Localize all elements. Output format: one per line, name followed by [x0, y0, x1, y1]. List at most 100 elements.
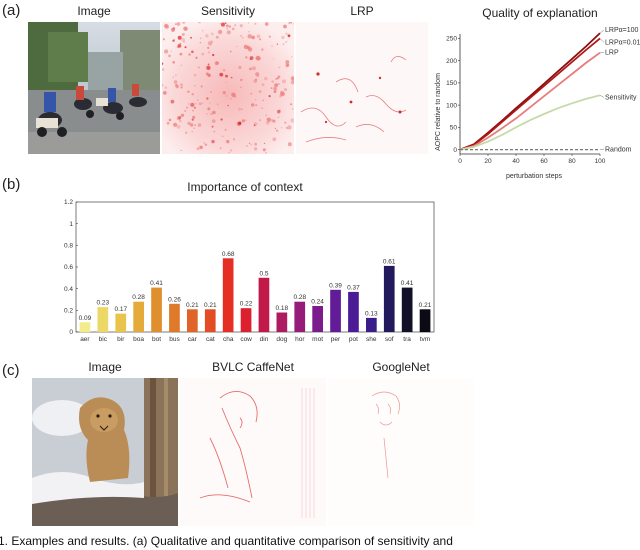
figure-caption: 1. Examples and results. (a) Qualitative… [0, 534, 453, 548]
sensitivity-speck [273, 90, 277, 94]
bar-dog [276, 312, 288, 332]
sensitivity-speck [276, 43, 278, 45]
sensitivity-speck [276, 129, 279, 132]
sensitivity-speck [285, 40, 288, 43]
sensitivity-speck [280, 127, 283, 129]
sensitivity-speck [228, 25, 232, 28]
sensitivity-speck [234, 24, 237, 27]
sensitivity-speck [281, 35, 285, 40]
line-series-leader [599, 95, 605, 98]
sensitivity-speck [284, 121, 287, 124]
sensitivity-speck [193, 106, 196, 109]
bar-tra [401, 287, 413, 332]
sensitivity-speck [164, 24, 170, 29]
line-chart-xlabel: perturbation steps [506, 173, 563, 180]
sensitivity-speck [287, 142, 292, 147]
sensitivity-speck [201, 52, 205, 56]
bar-value-label: 0.21 [419, 302, 432, 309]
line-series-lrp-0-01 [459, 37, 601, 151]
sensitivity-speck [191, 93, 194, 96]
bar-value-label: 0.68 [222, 251, 235, 258]
sensitivity-speck [248, 142, 251, 145]
sensitivity-speck [253, 124, 256, 127]
googlenet-title: GoogleNet [372, 360, 430, 374]
sensitivity-speck [265, 114, 268, 117]
sensitivity-speck [180, 83, 184, 87]
sensitivity-speck [198, 145, 203, 150]
sensitivity-speck [282, 43, 285, 45]
sensitivity-speck [230, 149, 233, 152]
sensitivity-speck [264, 22, 269, 26]
bar-cat [204, 309, 216, 333]
sensitivity-speck [249, 67, 252, 71]
sensitivity-speck [172, 30, 174, 32]
bar-value-label: 0.18 [275, 305, 288, 312]
sensitivity-speck [180, 86, 183, 89]
sensitivity-speck [181, 33, 185, 36]
panel-label-a: (a) [2, 2, 21, 19]
sensitivity-speck [190, 36, 193, 39]
sensitivity-speck [191, 130, 194, 133]
sensitivity-speck [213, 130, 216, 133]
bar-value-label: 0.21 [204, 302, 217, 309]
sensitivity-speck [210, 90, 213, 93]
line-ytick-label: 150 [446, 80, 457, 87]
sensitivity-speck [202, 30, 204, 32]
line-series-lrp [459, 51, 601, 151]
sensitivity-speck [206, 65, 211, 70]
sensitivity-speck [209, 102, 211, 104]
sensitivity-speck [230, 76, 233, 79]
sensitivity-speck [241, 119, 245, 123]
sensitivity-speck [162, 84, 164, 87]
sensitivity-speck [184, 26, 189, 31]
sensitivity-speck [203, 142, 206, 144]
sensitivity-speck [254, 22, 257, 25]
sensitivity-speck [262, 148, 266, 152]
sensitivity-speck [180, 149, 182, 152]
line-series-lrp-100 [459, 32, 601, 151]
bar-ytick-label: 0.6 [64, 264, 73, 271]
sensitivity-heatmap [162, 22, 294, 154]
sensitivity-speck [173, 122, 178, 127]
sensitivity-speck [265, 152, 267, 154]
sensitivity-speck [193, 127, 195, 130]
sensitivity-speck [191, 118, 194, 121]
bar-bus [169, 303, 180, 332]
sensitivity-speck [179, 52, 183, 56]
sensitivity-speck [182, 22, 186, 24]
bar-value-label: 0.39 [329, 282, 342, 289]
sensitivity-speck [211, 139, 215, 144]
sensitivity-speck [247, 34, 252, 39]
bar-value-label: 0.41 [150, 280, 163, 287]
sensitivity-speck [266, 117, 271, 122]
sensitivity-speck [164, 86, 168, 89]
sensitivity-speck [198, 22, 201, 24]
sensitivity-speck [195, 56, 198, 59]
sensitivity-speck [272, 58, 274, 60]
line-ytick-label: 0 [453, 147, 457, 154]
sensitivity-speck [172, 61, 175, 64]
bar-value-label: 0.13 [365, 310, 378, 317]
sensitivity-speck [240, 35, 242, 37]
sensitivity-speck [219, 72, 224, 77]
sensitivity-speck [232, 27, 235, 31]
sensitivity-speck [222, 91, 226, 95]
sensitivity-speck [272, 119, 276, 123]
sensitivity-speck [180, 64, 183, 67]
sensitivity-speck [243, 44, 248, 49]
bar-category-label: din [260, 336, 269, 343]
sensitivity-speck [247, 47, 253, 52]
sensitivity-speck [282, 79, 286, 84]
sensitivity-speck [207, 51, 210, 54]
sensitivity-speck [277, 83, 280, 86]
sensitivity-speck [277, 116, 280, 119]
line-xtick-label: 40 [512, 158, 520, 165]
sensitivity-speck [202, 102, 204, 104]
sensitivity-speck [231, 93, 236, 98]
sensitivity-speck [272, 137, 277, 142]
sensitivity-speck [194, 124, 197, 127]
sensitivity-speck [174, 74, 177, 77]
bar-she [366, 317, 377, 332]
sensitivity-speck [263, 142, 266, 145]
bar-ytick-label: 1 [69, 221, 73, 228]
